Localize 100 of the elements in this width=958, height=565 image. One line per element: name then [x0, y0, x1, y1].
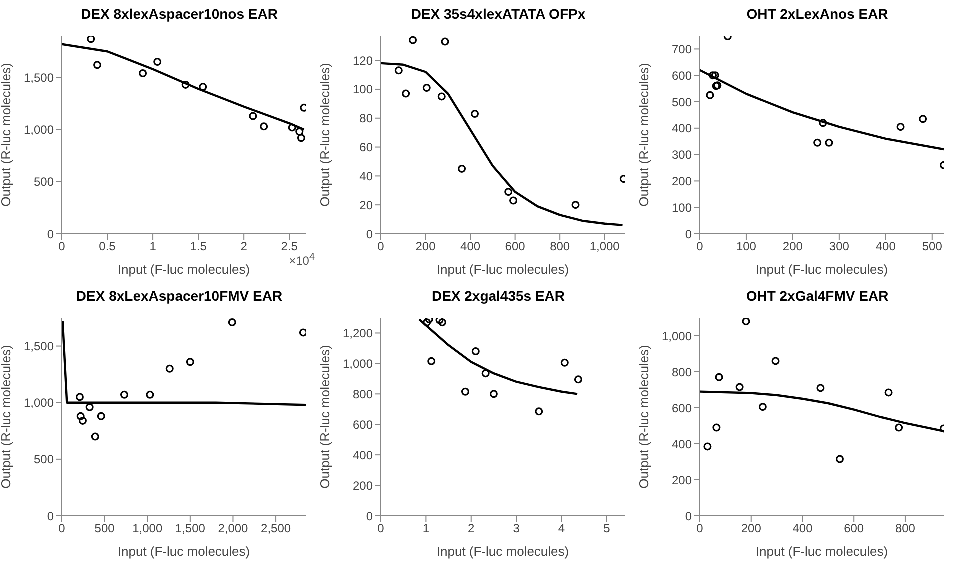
- x-tick-label: 200: [416, 240, 436, 254]
- point: [76, 393, 84, 402]
- point: [436, 318, 444, 324]
- x-tick-label: 0: [696, 240, 704, 254]
- x-tick-label: 200: [782, 240, 804, 254]
- y-axis-title: Output (R-luc molecules): [636, 63, 652, 207]
- x-axis-title: Input (F-luc molecules): [756, 544, 888, 559]
- y-tick-label: 0: [47, 509, 54, 524]
- chart-title: DEX 8xLexAspacer10FMV EAR: [75, 287, 284, 306]
- y-tick-label: 800: [352, 387, 374, 402]
- y-axis-title: Output (R-luc molecules): [0, 345, 14, 489]
- x-tick-label: 1.5: [190, 240, 208, 254]
- point: [438, 92, 446, 101]
- point: [87, 36, 96, 44]
- x-tick-label: 2.5: [281, 240, 298, 254]
- x-tick-label: 1: [422, 522, 430, 536]
- y-tick-label: 0: [366, 227, 374, 242]
- x-tick-label: 0: [58, 240, 66, 254]
- y-tick-label: 1,200: [342, 326, 374, 340]
- x-tick-label: 1,000: [590, 240, 620, 254]
- y-tick-label: 700: [672, 42, 692, 56]
- y-axis-title: Output (R-luc molecules): [636, 345, 652, 489]
- point: [260, 122, 268, 131]
- x-tick-label: 3: [513, 522, 520, 536]
- point: [402, 90, 410, 98]
- point: [297, 134, 306, 142]
- x-axis-title: Input (F-luc molecules): [436, 544, 570, 559]
- y-tick-label: 1,000: [662, 329, 692, 344]
- y-tick-label: 400: [672, 437, 692, 452]
- point: [394, 66, 403, 75]
- x-tick-label: 400: [876, 240, 896, 254]
- point: [816, 384, 825, 392]
- point: [814, 138, 822, 147]
- point: [249, 112, 258, 120]
- point: [715, 373, 724, 382]
- y-tick-label: 80: [360, 112, 374, 126]
- y-tick-label: 600: [352, 418, 374, 432]
- point: [438, 318, 446, 327]
- point: [471, 110, 480, 118]
- text: ×10$^{4}$: [289, 252, 315, 268]
- y-tick-label: 1,500: [24, 340, 54, 354]
- y-tick-label: 800: [672, 365, 692, 380]
- point: [288, 124, 296, 132]
- y-axis-title: Output (R-luc molecules): [318, 63, 333, 207]
- point: [409, 36, 418, 44]
- chart-title: DEX 35s4xlexATATA OFPx: [410, 5, 587, 24]
- point: [711, 72, 720, 80]
- point: [758, 403, 767, 412]
- chart-title: OHT 2xGal4FMV EAR: [745, 287, 890, 306]
- point: [299, 328, 306, 337]
- x-tick-label: 0: [378, 240, 385, 254]
- line-series: [700, 69, 944, 151]
- point: [182, 80, 190, 89]
- x-tick-label: 600: [844, 522, 864, 536]
- x-tick-label: 2,000: [218, 522, 249, 536]
- y-tick-label: 60: [360, 140, 374, 155]
- x-tick-label: 2,500: [261, 522, 292, 536]
- x-tick-label: 2: [240, 240, 248, 254]
- x-tick-label: 1: [150, 240, 157, 254]
- x-tick-label: 300: [829, 240, 850, 254]
- x-tick-label: 5: [604, 522, 611, 536]
- x-tick-label: 4: [558, 522, 566, 536]
- x-tick-label: 500: [94, 522, 116, 536]
- point: [139, 70, 148, 78]
- x-axis-title: Input (F-luc molecules): [118, 262, 250, 277]
- y-tick-label: 0: [685, 227, 692, 242]
- point: [574, 376, 582, 384]
- point: [819, 119, 828, 128]
- y-tick-label: 100: [672, 200, 692, 215]
- point: [425, 318, 434, 324]
- point: [772, 357, 780, 366]
- point: [504, 188, 513, 196]
- x-tick-label: 600: [505, 240, 526, 254]
- point: [742, 318, 750, 326]
- x-tick-label: 800: [895, 522, 916, 536]
- point: [228, 318, 236, 327]
- line-series: [418, 318, 579, 396]
- y-tick-label: 20: [360, 198, 374, 212]
- x-tick-label: 0: [58, 522, 66, 536]
- y-tick-label: 600: [672, 68, 692, 83]
- y-tick-label: 1,000: [24, 123, 54, 138]
- point: [490, 390, 498, 398]
- point: [186, 358, 194, 366]
- y-tick-label: 200: [672, 473, 692, 488]
- point: [706, 91, 714, 100]
- point: [428, 357, 436, 366]
- x-tick-label: 0.5: [99, 240, 116, 254]
- y-tick-label: 0: [685, 509, 692, 524]
- x-tick-label: 0: [378, 522, 385, 536]
- x-tick-label: 1,500: [175, 522, 206, 536]
- point: [461, 388, 470, 396]
- y-tick-label: 1,000: [24, 396, 54, 410]
- point: [482, 370, 490, 378]
- y-tick-label: 200: [672, 174, 692, 188]
- chart-title: DEX 2xgal435s EAR: [430, 287, 566, 306]
- point: [422, 84, 431, 92]
- point: [97, 412, 106, 420]
- point: [441, 38, 450, 46]
- y-tick-label: 400: [672, 122, 692, 136]
- point: [535, 408, 544, 416]
